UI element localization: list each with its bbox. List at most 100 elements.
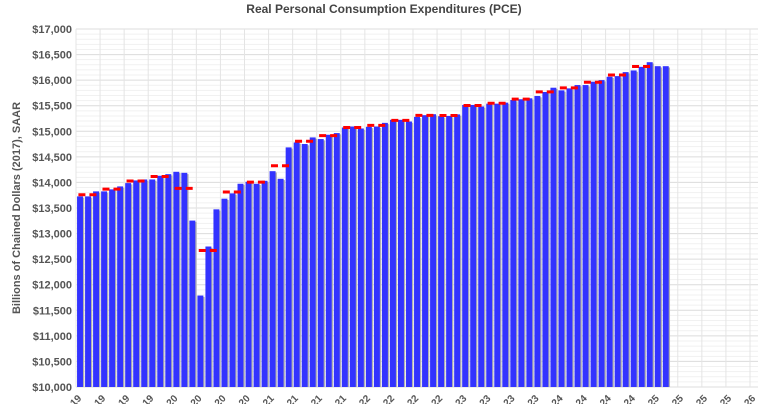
bar — [502, 102, 509, 387]
x-tick-label: 22 — [430, 393, 446, 404]
bar — [654, 66, 661, 388]
bar — [157, 175, 164, 387]
bar — [638, 66, 645, 388]
x-tick-label: 19 — [93, 393, 109, 404]
bar — [333, 133, 340, 387]
bar — [261, 180, 268, 387]
x-tick-label: 24 — [622, 393, 638, 404]
bar — [317, 139, 324, 387]
bar — [566, 88, 573, 387]
bar — [205, 246, 212, 387]
x-tick-label: 22 — [405, 393, 421, 404]
bar — [381, 122, 388, 388]
bars — [77, 62, 671, 388]
x-tick-label: 24 — [574, 393, 590, 404]
bar — [109, 189, 116, 387]
bar — [77, 196, 83, 387]
y-tick-label: $12,500 — [32, 254, 72, 266]
bar — [406, 121, 412, 387]
y-tick-label: $13,000 — [32, 229, 72, 241]
x-tick-label: 25 — [694, 393, 710, 404]
chart-title: Real Personal Consumption Expenditures (… — [246, 2, 521, 16]
bar — [357, 128, 364, 388]
x-tick-label: 22 — [381, 393, 397, 404]
bar — [630, 70, 637, 387]
bar — [518, 99, 525, 387]
bar — [470, 104, 477, 387]
x-axis-ticks: 19 19 19 19 20 20 20 20 21 21 21 21 22 22 22 22 23 23 23 23… — [68, 393, 758, 404]
bar — [590, 81, 597, 388]
x-tick-label: 21 — [309, 393, 325, 404]
bar — [349, 126, 356, 388]
bar — [614, 76, 621, 387]
bar — [213, 209, 220, 387]
bar — [285, 147, 292, 387]
y-tick-label: $15,500 — [32, 101, 72, 113]
y-tick-label: $11,500 — [33, 305, 72, 317]
bar — [365, 126, 372, 387]
bar — [149, 179, 156, 387]
bar — [229, 193, 236, 387]
bar — [598, 80, 605, 388]
x-tick-label: 23 — [478, 393, 494, 404]
y-tick-label: $15,000 — [32, 126, 72, 138]
bar — [389, 119, 396, 387]
x-tick-label: 25 — [670, 393, 686, 404]
x-tick-label: 19 — [68, 393, 84, 404]
y-tick-label: $16,000 — [32, 75, 72, 87]
x-tick-label: 23 — [454, 393, 470, 404]
bar — [93, 191, 100, 387]
y-tick-label: $12,000 — [32, 280, 72, 292]
bar — [542, 92, 549, 388]
x-tick-label: 21 — [333, 393, 349, 404]
bar — [526, 98, 533, 387]
x-tick-label: 20 — [165, 393, 181, 404]
x-tick-label: 22 — [357, 393, 373, 404]
bar — [325, 134, 332, 387]
x-tick-label: 25 — [646, 393, 662, 404]
bar — [446, 115, 453, 387]
bar — [462, 104, 469, 387]
bar — [438, 116, 445, 387]
bar — [293, 142, 300, 387]
bar — [253, 183, 260, 387]
y-axis-label: Billions of Chained Dollars (2017), SAAR — [11, 102, 23, 314]
bar — [430, 114, 437, 387]
bar — [269, 171, 276, 387]
x-tick-label: 23 — [502, 393, 518, 404]
bar — [141, 179, 148, 387]
bar — [221, 198, 228, 387]
x-tick-label: 24 — [598, 393, 614, 404]
bar — [133, 180, 140, 387]
bar — [237, 183, 244, 387]
bar — [422, 115, 429, 387]
bar — [277, 178, 284, 387]
bar — [197, 295, 204, 387]
bar — [454, 114, 461, 387]
bar — [486, 103, 493, 387]
x-tick-label: 20 — [237, 393, 253, 404]
bar — [414, 116, 420, 387]
bar — [117, 186, 124, 387]
bar — [173, 171, 180, 387]
x-tick-label: 24 — [550, 393, 566, 404]
bar — [245, 181, 252, 387]
y-tick-label: $11,000 — [33, 331, 72, 343]
y-tick-label: $17,000 — [32, 24, 72, 36]
bar — [662, 66, 669, 388]
bar — [606, 76, 613, 387]
bar — [165, 174, 172, 387]
bar — [574, 85, 581, 387]
bar — [558, 90, 565, 387]
x-tick-label: 19 — [117, 393, 133, 404]
bar — [101, 191, 108, 387]
bar — [622, 72, 629, 387]
x-tick-label: 21 — [261, 393, 277, 404]
x-tick-label: 20 — [213, 393, 229, 404]
bar — [397, 119, 404, 387]
x-tick-label: 20 — [189, 393, 205, 404]
x-tick-label: 21 — [285, 393, 301, 404]
bar — [494, 103, 501, 387]
bar — [478, 106, 485, 387]
